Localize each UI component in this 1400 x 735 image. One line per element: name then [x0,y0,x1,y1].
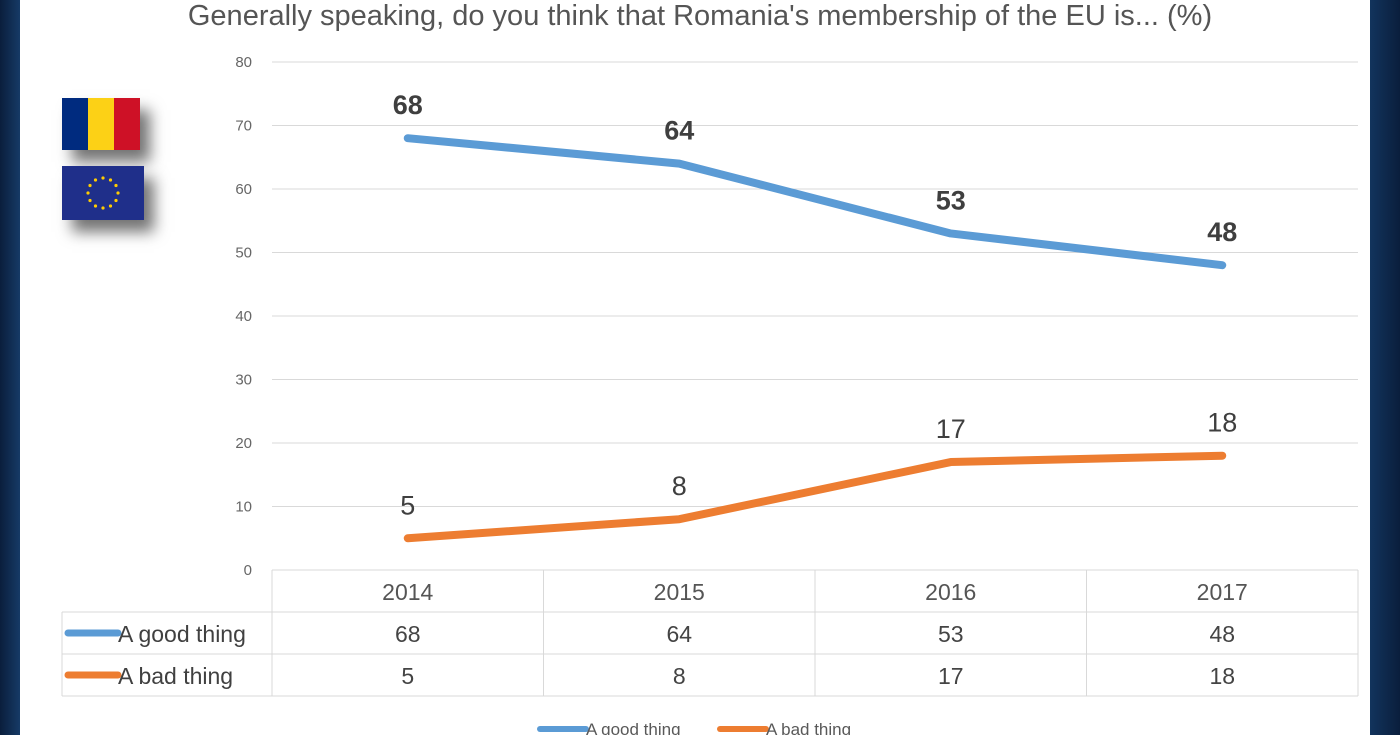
table-cell: 64 [666,621,692,647]
x-category-label: 2015 [654,579,705,605]
y-tick-label: 70 [235,118,252,135]
table-cell: 5 [401,663,414,689]
y-tick-label: 40 [235,308,252,325]
eu-flag-star [93,204,98,208]
chart-gridlines [272,61,1358,507]
eu-flag-star [114,183,118,188]
y-tick-label: 60 [235,181,252,198]
data-label: 64 [664,116,694,146]
y-tick-label: 0 [244,562,252,579]
legend-label: A bad thing [766,720,851,735]
legend-label: A good thing [586,720,681,735]
y-tick-label: 10 [235,499,252,516]
data-table: 2014 2015 2016 2017 A good thing 68 64 53 48 A ba… [61,569,1359,697]
data-label: 48 [1207,217,1237,247]
eu-flag-star [88,198,92,203]
chart-data-labels: 68 64 53 48 5 8 17 18 [393,90,1238,520]
y-tick-label: 50 [235,245,252,262]
data-label: 68 [393,90,423,120]
data-label: 18 [1207,408,1237,438]
eu-flag-star [114,198,118,203]
data-label: 17 [936,414,966,444]
romania-flag-icon [62,98,140,150]
table-series-name: A good thing [118,621,246,647]
eu-flag-star [108,204,113,208]
background-left-edge [0,0,20,735]
eu-flag-star [88,183,92,188]
data-label: 8 [672,471,687,501]
chart-series-lines [403,134,1227,543]
eu-flag-star [101,176,105,180]
romania-flag-blue-stripe [62,98,88,150]
chart-title: Generally speaking, do you think that Ro… [187,0,1213,32]
y-axis-ticks: 0 10 20 30 40 50 60 70 80 [235,54,252,579]
table-cell: 18 [1209,663,1235,689]
table-cell: 68 [395,621,421,647]
romania-flag-red-stripe [114,98,140,150]
x-category-label: 2017 [1197,579,1248,605]
eu-flag-icon [62,166,144,220]
table-cell: 53 [938,621,964,647]
x-category-label: 2014 [382,579,433,605]
y-tick-label: 30 [235,372,252,389]
y-tick-label: 80 [235,54,252,71]
series-line [403,451,1227,543]
data-label: 53 [936,185,966,215]
eu-flag-star [116,191,120,195]
table-cell: 48 [1209,621,1235,647]
eu-flag-star [93,178,98,182]
eu-flag-star [86,191,90,195]
eu-flag-stars [86,176,120,210]
table-cell: 17 [938,663,964,689]
table-cell: 8 [673,663,686,689]
background-right-edge [1370,0,1400,735]
x-category-label: 2016 [925,579,976,605]
y-tick-label: 20 [235,435,252,452]
chart-legend: A good thing A bad thing [537,720,851,735]
eu-flag-star [108,178,113,182]
series-line [403,134,1227,270]
eu-flag-star [101,206,105,210]
romania-flag-yellow-stripe [88,98,114,150]
table-series-name: A bad thing [118,663,233,689]
data-label: 5 [400,490,415,520]
